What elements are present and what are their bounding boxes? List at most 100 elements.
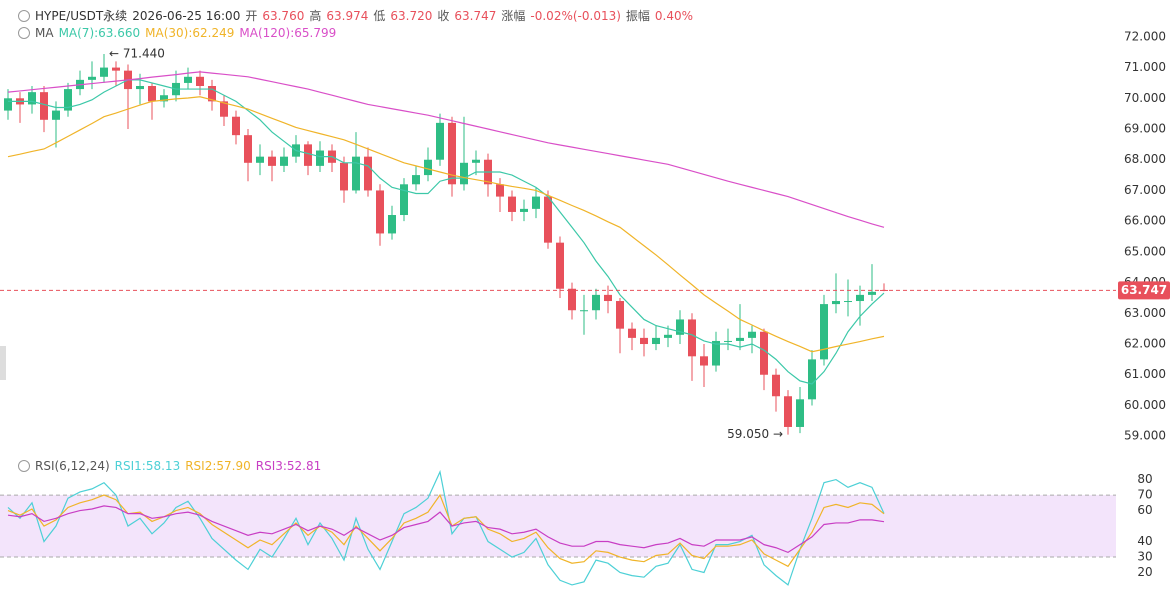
candle-body [520,208,528,212]
candle-body [592,294,600,311]
candle-body [580,310,588,312]
candle-body [508,196,516,212]
candle-body [88,76,96,80]
candle-body [436,122,444,160]
info-label: 涨幅 [501,9,526,23]
candle-body [40,92,48,120]
candle-body [220,101,228,117]
y-tick-label: 63.000 [1124,306,1166,320]
candle-body [496,184,504,197]
ma-line [8,79,885,385]
y-tick-label: 60 [1137,503,1152,517]
candle-body [64,89,72,111]
legend-entry: RSI3:52.81 [255,459,322,473]
candle-body [712,340,720,366]
candle-body [556,242,564,289]
candle-body [760,331,768,375]
candle-body [748,331,756,338]
y-tick-label: 72.000 [1124,29,1166,43]
candle-body [700,356,708,366]
legend-entry: RSI1:58.13 [114,459,181,473]
y-tick-label: 60.000 [1124,398,1166,412]
candle-body [244,135,252,163]
ma-legend: MA MA(7):63.660 MA(30):62.249 MA(120):65.79… [18,26,336,40]
legend-entry: RSI2:57.90 [185,459,251,473]
candle-body [448,122,456,185]
legend-title: RSI(6,12,24) [35,459,110,473]
candle-body [688,319,696,357]
y-tick-label: 20 [1137,565,1152,579]
toggle-icon[interactable] [18,460,30,472]
candle-body [784,396,792,427]
y-tick-label: 67.000 [1124,183,1166,197]
candle-body [736,337,744,341]
candle-body [4,98,12,111]
candle-body [724,340,732,342]
rsi-band [0,495,1116,558]
ma-line [7,96,885,353]
candle-body [364,156,372,191]
info-value: -0.02%(-0.013) [530,8,621,23]
y-tick-label: 62.000 [1124,337,1166,351]
legend-title: MA [35,26,54,40]
y-tick-label: 59.000 [1124,429,1166,443]
candle-body [232,116,240,136]
last-price-tag [1118,281,1170,300]
toggle-icon[interactable] [18,9,30,22]
candle-body [472,159,480,163]
y-tick-label: 68.000 [1124,152,1166,166]
candle-body [256,156,264,163]
extreme-annotation: ← 71.440 [109,47,165,61]
toggle-icon[interactable] [18,27,30,39]
legend-entry: MA(7):63.660 [58,26,141,40]
candle-body [820,304,828,360]
candle-body [628,328,636,338]
info-label: 收 [437,9,450,23]
candle-body [136,86,144,90]
candle-body [376,190,384,234]
candle-body [868,291,876,295]
candle-body [184,76,192,83]
last-price-label: 63.747 [1121,283,1167,297]
candle-body [52,110,60,120]
rsi-line [7,505,885,554]
candle-body [844,301,852,303]
info-value: 63.974 [326,8,369,23]
candle-body [640,337,648,345]
info-value: 63.747 [454,8,497,23]
candle-body [196,76,204,87]
candle-body [532,196,540,209]
candle-body [676,319,684,335]
y-tick-label: 70 [1137,488,1152,502]
candle-body [772,374,780,397]
candle-body [568,288,576,311]
ma-line [7,71,885,228]
y-tick-label: 40 [1137,534,1152,548]
info-label: 开 [245,9,258,23]
candle-body [808,359,816,400]
info-label: 低 [373,9,386,23]
candle-body [352,156,360,191]
title: HYPE/USDT永续 [35,9,128,23]
legend-entry: MA(30):62.249 [145,26,235,40]
side-handle[interactable] [0,346,6,380]
candle-body [148,86,156,102]
y-tick-label: 66.000 [1124,214,1166,228]
y-tick-label: 69.000 [1124,122,1166,136]
candle-body [544,196,552,243]
candle-body [100,67,108,77]
y-tick-label: 71.000 [1124,60,1166,74]
legend-entry: MA(120):65.799 [239,26,337,40]
candle-body [388,215,396,234]
info-value: 63.760 [262,8,305,23]
rsi-line [7,493,885,568]
extreme-annotation: 59.050 → [727,427,783,441]
candle-body [112,67,120,71]
candle-body [304,144,312,166]
rsi-line [7,469,885,586]
info-value: 0.40% [654,8,694,23]
y-tick-label: 30 [1137,550,1152,564]
candle-body [340,162,348,191]
candle-body [316,150,324,166]
